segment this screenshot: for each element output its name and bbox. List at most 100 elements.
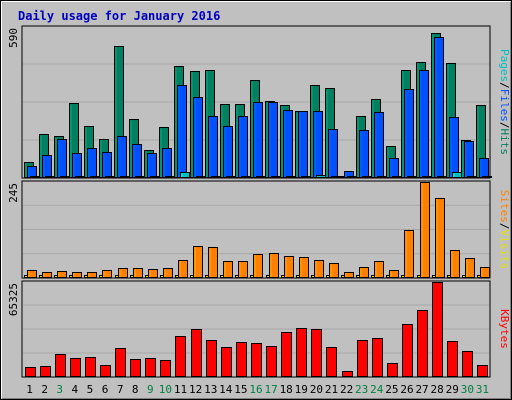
x-tick-day-13: 13 <box>204 383 217 396</box>
bar-kbytes-kbytes-day-24 <box>372 338 383 377</box>
bar-hits-pages-day-28 <box>437 176 447 178</box>
bar-kbytes-kbytes-day-5 <box>85 357 96 377</box>
x-tick-day-2: 2 <box>41 383 48 396</box>
bar-visits-sites-day-2 <box>42 272 52 278</box>
bar-kbytes-kbytes-day-26 <box>402 324 413 377</box>
bar-kbytes-kbytes-day-12 <box>191 329 202 377</box>
bar-kbytes-kbytes-day-17 <box>266 346 277 377</box>
legend-entry: Files <box>498 89 511 122</box>
legend-entry: Hits <box>498 129 511 156</box>
bar-kbytes-kbytes-day-23 <box>357 340 368 377</box>
panel-kbytes: 65325 KBytes <box>7 280 511 378</box>
legend-entry: Visits <box>498 230 511 270</box>
bar-hits-pages-day-8 <box>135 176 145 178</box>
bar-visits-sites-day-1 <box>27 270 37 278</box>
panel-hits-max-label: 590 <box>7 28 20 48</box>
bar-hits-pages-day-13 <box>211 176 221 178</box>
x-tick-day-27: 27 <box>415 383 428 396</box>
bar-kbytes-kbytes-day-14 <box>221 347 232 377</box>
bar-visits-sites-day-24 <box>374 261 384 278</box>
x-tick-day-9: 9 <box>147 383 154 396</box>
bar-visits-sites-day-20 <box>314 260 324 278</box>
bar-kbytes-kbytes-day-11 <box>175 336 186 377</box>
bar-visits-sites-day-13 <box>208 247 218 278</box>
x-tick-day-21: 21 <box>325 383 338 396</box>
bar-kbytes-kbytes-day-3 <box>55 354 66 377</box>
bar-visits-sites-day-18 <box>284 256 294 278</box>
bar-visits-sites-day-30 <box>465 258 475 278</box>
bar-hits-pages-day-17 <box>271 176 281 178</box>
bar-hits-pages-day-4 <box>75 176 85 178</box>
legend-entry: KBytes <box>498 309 511 349</box>
x-tick-day-14: 14 <box>219 383 233 396</box>
x-tick-day-19: 19 <box>295 383 308 396</box>
bar-kbytes-kbytes-day-29 <box>447 341 458 377</box>
bar-hits-pages-day-31 <box>482 176 492 178</box>
bar-visits-sites-day-7 <box>118 268 128 278</box>
bar-visits-sites-day-29 <box>450 250 460 278</box>
bar-kbytes-kbytes-day-31 <box>477 365 488 377</box>
bar-visits-sites-day-8 <box>133 268 143 278</box>
panel-visits: 245 Sites/Visits <box>7 180 511 279</box>
bar-hits-pages-day-20 <box>316 175 326 178</box>
x-tick-day-7: 7 <box>117 383 124 396</box>
bar-visits-sites-day-3 <box>57 271 67 278</box>
x-tick-day-18: 18 <box>280 383 293 396</box>
bar-visits-sites-day-9 <box>148 269 158 278</box>
bar-kbytes-kbytes-day-6 <box>100 365 111 377</box>
bar-hits-pages-day-3 <box>60 176 70 178</box>
x-tick-day-26: 26 <box>400 383 413 396</box>
bar-visits-sites-day-12 <box>193 246 203 278</box>
bar-visits-sites-day-11 <box>178 260 188 278</box>
bar-kbytes-kbytes-day-1 <box>25 367 36 377</box>
bar-kbytes-kbytes-day-10 <box>160 360 171 377</box>
bar-hits-pages-day-12 <box>196 176 206 178</box>
bar-hits-pages-day-14 <box>226 176 236 178</box>
bar-hits-pages-day-1 <box>30 176 40 178</box>
bar-visits-sites-day-10 <box>163 268 173 278</box>
panel-kbytes-max-label: 65325 <box>7 283 20 316</box>
bar-hits-pages-day-11 <box>180 172 190 178</box>
x-tick-day-12: 12 <box>189 383 202 396</box>
bar-hits-pages-day-23 <box>362 176 372 178</box>
bar-hits-pages-day-30 <box>467 176 477 178</box>
bar-kbytes-kbytes-day-15 <box>236 342 247 377</box>
bar-hits-pages-day-7 <box>120 176 130 178</box>
bar-hits-pages-day-19 <box>301 176 311 178</box>
bar-kbytes-kbytes-day-22 <box>342 371 353 377</box>
bar-hits-pages-day-24 <box>377 176 387 178</box>
chart-title: Daily usage for January 2016 <box>18 9 220 23</box>
bar-visits-sites-day-14 <box>223 261 233 278</box>
bar-kbytes-kbytes-day-7 <box>115 348 126 377</box>
bar-kbytes-kbytes-day-2 <box>40 366 51 377</box>
bar-hits-pages-day-5 <box>90 176 100 178</box>
bar-visits-sites-day-31 <box>480 267 490 278</box>
bar-visits-sites-day-21 <box>329 263 339 278</box>
x-tick-day-30: 30 <box>461 383 474 396</box>
bar-visits-sites-day-4 <box>72 272 82 278</box>
x-tick-day-29: 29 <box>446 383 459 396</box>
x-tick-day-4: 4 <box>72 383 79 396</box>
bar-visits-sites-day-23 <box>359 267 369 278</box>
bar-kbytes-kbytes-day-8 <box>130 359 141 377</box>
x-tick-day-11: 11 <box>174 383 187 396</box>
x-tick-day-20: 20 <box>310 383 323 396</box>
bar-kbytes-kbytes-day-28 <box>432 282 443 377</box>
legend-entry: Pages <box>498 49 511 82</box>
bar-kbytes-kbytes-day-30 <box>462 351 473 377</box>
x-tick-day-23: 23 <box>355 383 368 396</box>
bar-kbytes-kbytes-day-19 <box>296 328 307 377</box>
panel-visits-series-legend: Sites/Visits <box>498 190 511 270</box>
bar-hits-pages-day-10 <box>165 176 175 178</box>
bar-hits-pages-day-22 <box>347 176 357 178</box>
panel-visits-max-label: 245 <box>7 183 20 203</box>
x-tick-day-15: 15 <box>234 383 247 396</box>
x-tick-day-1: 1 <box>26 383 33 396</box>
bar-hits-pages-day-6 <box>105 176 115 178</box>
legend-entry: / <box>498 122 511 129</box>
legend-entry: / <box>498 223 511 230</box>
x-tick-day-31: 31 <box>476 383 489 396</box>
bar-kbytes-kbytes-day-13 <box>206 340 217 377</box>
bar-hits-pages-day-21 <box>331 176 341 178</box>
